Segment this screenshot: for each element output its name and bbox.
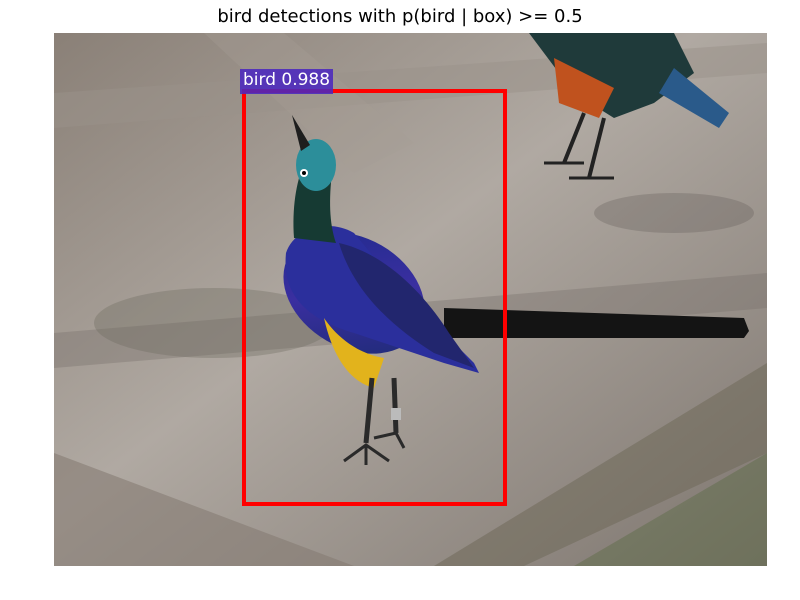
figure-title: bird detections with p(bird | box) >= 0.… — [217, 6, 583, 27]
detection-label: bird 0.988 — [240, 69, 334, 94]
detection-box — [242, 89, 507, 506]
bird-photo — [54, 33, 767, 566]
